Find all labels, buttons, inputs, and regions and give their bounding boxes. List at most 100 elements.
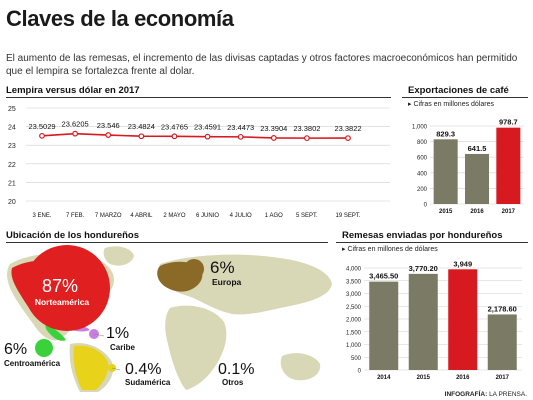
exchange-point-0 <box>39 132 45 139</box>
south-america-label: Sudamérica <box>125 378 171 387</box>
credit-label: INFOGRAFÍA: <box>444 391 488 398</box>
exchange-y-tick-4: 21 <box>8 180 16 187</box>
cf-y-tick-1: 800 <box>417 140 428 146</box>
rm-x-tick-3: 2017 <box>496 375 510 381</box>
rm-bar-2014 <box>369 281 399 370</box>
exchange-point-1 <box>72 130 79 137</box>
north-america-pct: 87% <box>42 276 78 296</box>
exchange-points <box>39 130 351 142</box>
exchange-value-label-8: 23.3802 <box>293 124 320 133</box>
exchange-x-tick-7: 1 AGO <box>265 213 283 219</box>
rm-value-label-3: 2,178.60 <box>488 304 517 313</box>
coffee-subtitle: ▸ Cifras en millones dólares <box>408 101 494 108</box>
exchange-point-9 <box>345 135 351 141</box>
south-america-pct: 0.4% <box>125 361 161 378</box>
otros-label: Otros <box>222 378 244 387</box>
exchange-x-tick-1: 7 FEB. <box>66 213 85 219</box>
exchange-value-label-7: 23.3904 <box>260 124 287 133</box>
remittances-x-ticks: 2014 2015 2016 2017 <box>377 375 510 381</box>
credit-source: LA PRENSA. <box>489 391 527 398</box>
rm-y-tick-8: 0 <box>358 369 362 375</box>
europe-label: Europa <box>212 277 242 287</box>
exchange-line-chart: 25 24 23 22 21 20 23.5029 23.6205 23.546 23.4824… <box>8 106 390 219</box>
cf-y-tick-2: 600 <box>417 156 428 162</box>
exchange-x-tick-6: 4 JULIO <box>230 213 252 219</box>
north-america-bubble <box>24 245 110 331</box>
exchange-y-ticks: 25 24 23 22 21 20 <box>8 106 16 206</box>
exchange-y-tick-1: 24 <box>8 125 16 132</box>
cf-value-label-2: 978.7 <box>499 118 518 127</box>
rm-y-tick-5: 1,500 <box>346 330 362 336</box>
rm-y-tick-2: 3,000 <box>346 292 362 298</box>
otros-pct: 0.1% <box>218 361 254 378</box>
page-title: Claves de la economía <box>6 6 234 31</box>
exchange-section-rule <box>6 97 391 98</box>
cf-bar-2017 <box>496 127 521 204</box>
rm-x-tick-0: 2014 <box>377 375 391 381</box>
rm-value-label-2: 3,949 <box>453 259 472 268</box>
exchange-x-tick-5: 6 JUNIO <box>196 213 219 219</box>
rm-x-tick-2: 2016 <box>456 375 470 381</box>
europe-pct: 6% <box>210 258 235 277</box>
rm-bar-2016 <box>448 269 478 370</box>
remittances-section-title: Remesas enviadas por hondureños <box>342 230 503 241</box>
remittances-value-labels: 3,465.50 3,770.20 3,949 2,178.60 <box>369 259 517 313</box>
exchange-point-3 <box>138 133 145 140</box>
map-section-title: Ubicación de los hondureños <box>6 230 140 241</box>
intro-text: El aumento de las remesas, el incremento… <box>6 53 518 77</box>
exchange-point-2 <box>105 132 112 138</box>
caribbean-label: Caribe <box>110 343 135 352</box>
remittances-y-ticks: 4,000 3,500 3,000 2,500 2,000 1,500 1,000 500 0 <box>346 267 362 375</box>
rm-value-label-1: 3,770.20 <box>409 264 438 273</box>
remittances-subtitle: ▸ Cifras en millones de dólares <box>342 246 438 253</box>
rm-value-label-0: 3,465.50 <box>369 272 398 281</box>
exchange-x-ticks: 3 ENE. 7 FEB. 7 MARZO 4 ABRIL 2 MAYO 6 JUNIO 4… <box>32 213 360 219</box>
world-map: 87% Norteamérica 6% Europa 1% Caribe 6% … <box>4 245 332 392</box>
australia-shape <box>280 353 321 381</box>
exchange-value-label-2: 23.546 <box>97 121 120 130</box>
exchange-x-tick-9: 19 SEPT. <box>335 213 360 219</box>
rm-bar-2015 <box>408 273 438 370</box>
exchange-x-tick-8: 5 SEPT. <box>296 213 318 219</box>
exchange-value-labels: 23.5029 23.6205 23.546 23.4824 23.4765 23.459… <box>28 120 361 133</box>
cf-value-label-1: 641.5 <box>468 144 487 153</box>
exchange-y-tick-5: 20 <box>8 199 16 206</box>
coffee-x-ticks: 2015 2016 2017 <box>439 209 516 215</box>
exchange-value-label-4: 23.4765 <box>161 122 188 131</box>
exchange-y-tick-2: 23 <box>8 143 16 150</box>
rm-y-tick-1: 3,500 <box>346 279 362 285</box>
exchange-value-label-9: 23.3822 <box>334 124 361 133</box>
map-section-rule <box>6 242 328 243</box>
exchange-point-8 <box>303 135 310 142</box>
exchange-y-tick-3: 22 <box>8 162 16 169</box>
exchange-line-series <box>41 132 349 139</box>
rm-x-tick-1: 2015 <box>417 375 431 381</box>
caribbean-leader <box>93 333 105 337</box>
rm-y-tick-4: 2,000 <box>346 318 362 324</box>
cf-x-tick-1: 2016 <box>470 209 484 215</box>
exchange-point-4 <box>171 133 178 140</box>
exchange-x-tick-2: 7 MARZO <box>95 213 122 219</box>
north-america-label: Norteamérica <box>35 297 90 307</box>
central-america-label: Centroamérica <box>4 359 61 368</box>
greenland-shape <box>103 246 134 266</box>
central-america-highlight <box>45 324 66 341</box>
exchange-x-tick-4: 2 MAYO <box>163 213 186 219</box>
remittances-bar-chart: 4,0003,5003,0002,5002,0001,5001,0005000 … <box>346 259 522 381</box>
central-america-pct: 6% <box>4 341 27 358</box>
rm-y-tick-6: 1,000 <box>346 343 362 349</box>
exchange-line <box>41 132 349 139</box>
exchange-x-tick-0: 3 ENE. <box>32 213 51 219</box>
rm-bar-2017 <box>487 314 517 370</box>
exchange-value-label-1: 23.6205 <box>62 120 89 129</box>
exchange-point-5 <box>204 133 211 140</box>
rm-y-tick-0: 4,000 <box>346 267 362 273</box>
south-america-leader <box>111 367 121 371</box>
cf-x-tick-0: 2015 <box>439 209 453 215</box>
exchange-value-label-3: 23.4824 <box>128 122 155 131</box>
exchange-value-label-0: 23.5029 <box>28 122 55 131</box>
remittances-bars <box>369 269 517 370</box>
central-america-bubble <box>35 339 53 357</box>
cf-y-tick-4: 200 <box>417 187 428 193</box>
